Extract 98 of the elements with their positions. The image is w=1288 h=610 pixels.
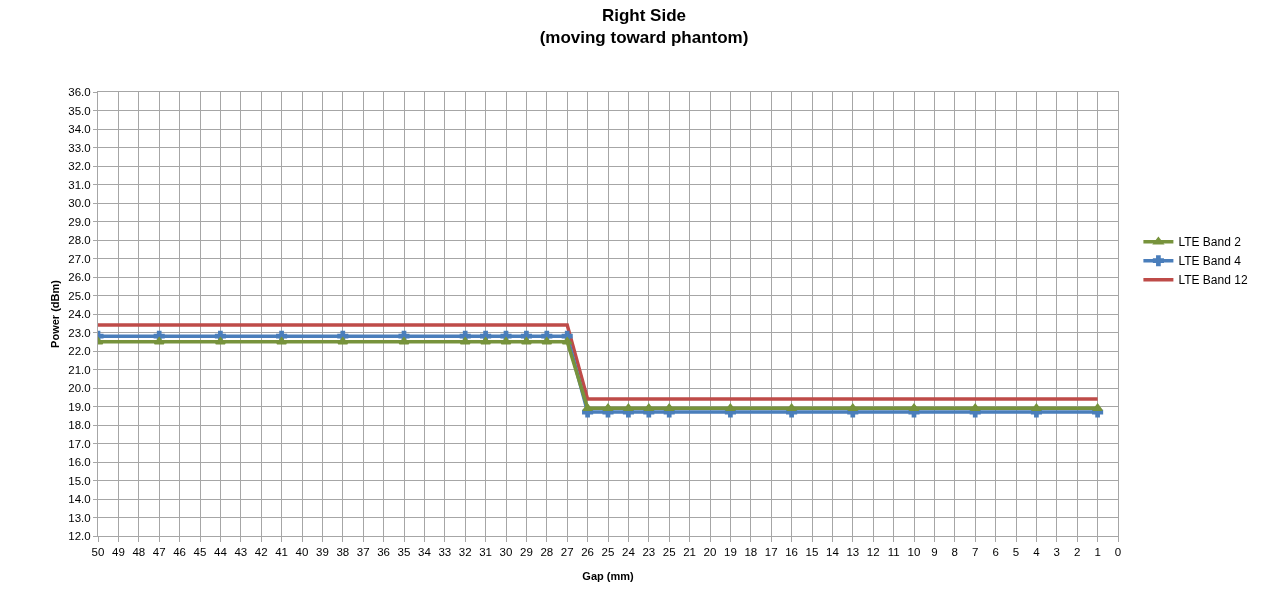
x-tick-label: 14 bbox=[826, 545, 840, 558]
x-tick-label: 48 bbox=[132, 545, 146, 558]
x-tick-label: 18 bbox=[744, 545, 758, 558]
x-tick-label: 20 bbox=[703, 545, 717, 558]
x-tick-label: 6 bbox=[992, 545, 999, 558]
x-tick-label: 10 bbox=[907, 545, 921, 558]
x-tick-label: 34 bbox=[418, 545, 432, 558]
point bbox=[215, 337, 226, 345]
x-tick-label: 35 bbox=[397, 545, 411, 558]
y-tick-label: 20.0 bbox=[68, 382, 91, 395]
y-tick-label: 30.0 bbox=[68, 197, 91, 210]
x-tick-label: 24 bbox=[622, 545, 636, 558]
x-tick-label: 46 bbox=[173, 545, 186, 558]
y-tick-label: 17.0 bbox=[68, 437, 91, 450]
x-tick-label: 32 bbox=[458, 545, 472, 558]
y-tick-label: 26.0 bbox=[68, 271, 91, 284]
point bbox=[480, 337, 491, 345]
legend-label: LTE Band 2 bbox=[1178, 235, 1242, 250]
y-tick-label: 33.0 bbox=[68, 141, 91, 154]
point bbox=[969, 403, 981, 412]
y-tick-label: 18.0 bbox=[68, 419, 91, 432]
point bbox=[725, 403, 736, 412]
y-tick-label: 19.0 bbox=[68, 400, 91, 413]
y-axis-title: Power (dBm) bbox=[48, 279, 61, 348]
x-tick-label: 25 bbox=[601, 545, 615, 558]
y-tick-label: 24.0 bbox=[68, 308, 91, 321]
x-tick-label: 5 bbox=[1012, 545, 1020, 558]
x-tick-label: 25 bbox=[662, 545, 676, 558]
x-tick-label: 12 bbox=[866, 545, 880, 558]
point bbox=[582, 403, 593, 412]
x-tick-label: 36 bbox=[377, 545, 390, 558]
y-tick-label: 27.0 bbox=[68, 252, 91, 265]
x-tick-label: 31 bbox=[479, 545, 492, 558]
x-axis-title: Gap (mm) bbox=[582, 570, 634, 582]
x-tick-label: 41 bbox=[275, 545, 288, 558]
y-tick-label: 29.0 bbox=[68, 215, 91, 228]
y-tick-label: 23.0 bbox=[68, 326, 91, 339]
y-tick-label: 22.0 bbox=[68, 345, 91, 358]
x-tick-label: 50 bbox=[91, 545, 105, 558]
x-tick-label: 7 bbox=[972, 545, 979, 558]
x-tick-label: 9 bbox=[931, 545, 938, 558]
x-tick-label: 45 bbox=[193, 545, 207, 558]
y-tick-label: 36.0 bbox=[68, 86, 91, 99]
point bbox=[1092, 403, 1103, 412]
x-tick-label: 16 bbox=[785, 545, 798, 558]
point bbox=[663, 403, 675, 412]
x-tick-label: 17 bbox=[764, 545, 778, 558]
point bbox=[908, 403, 920, 412]
legend-label: LTE Band 12 bbox=[1178, 273, 1248, 288]
x-tick-label: 38 bbox=[336, 545, 350, 558]
chart-title: Right Side (moving toward phantom) bbox=[539, 6, 749, 48]
point bbox=[521, 337, 532, 345]
x-tick-label: 2 bbox=[1074, 545, 1081, 558]
x-tick-label: 30 bbox=[499, 545, 513, 558]
x-tick-label: 47 bbox=[152, 545, 166, 558]
x-tick-label: 3 bbox=[1053, 545, 1060, 558]
x-tick-label: 43 bbox=[234, 545, 248, 558]
x-tick-label: 4 bbox=[1033, 545, 1041, 558]
x-tick-label: 42 bbox=[254, 545, 268, 558]
point bbox=[276, 337, 287, 345]
point bbox=[643, 403, 655, 412]
y-tick-label: 34.0 bbox=[68, 123, 91, 136]
x-tick-label: 44 bbox=[214, 545, 228, 558]
x-tick-label: 27 bbox=[560, 545, 574, 558]
y-tick-label: 35.0 bbox=[68, 104, 91, 117]
y-tick-label: 16.0 bbox=[68, 456, 91, 469]
x-tick-label: 40 bbox=[295, 545, 309, 558]
x-tick-label: 11 bbox=[887, 545, 900, 558]
y-tick-label: 31.0 bbox=[68, 178, 91, 191]
x-tick-label: 26 bbox=[581, 545, 594, 558]
y-tick-label: 28.0 bbox=[68, 234, 91, 247]
y-tick-label: 21.0 bbox=[68, 363, 91, 376]
x-tick-label: 0 bbox=[1114, 545, 1122, 558]
y-tick-label: 15.0 bbox=[68, 474, 91, 487]
y-tick-label: 32.0 bbox=[68, 160, 91, 173]
x-tick-label: 13 bbox=[846, 545, 860, 558]
point bbox=[847, 403, 859, 412]
y-tick-label: 25.0 bbox=[68, 289, 91, 302]
x-tick-label: 8 bbox=[951, 545, 958, 558]
y-tick-label: 13.0 bbox=[68, 511, 91, 524]
x-tick-label: 37 bbox=[356, 545, 370, 558]
x-tick-label: 49 bbox=[112, 545, 125, 558]
x-tick-label: 28 bbox=[540, 545, 554, 558]
y-tick-label: 12.0 bbox=[68, 530, 91, 543]
x-tick-label: 33 bbox=[438, 545, 452, 558]
x-tick-label: 23 bbox=[642, 545, 656, 558]
point bbox=[623, 403, 634, 412]
x-tick-label: 29 bbox=[520, 545, 533, 558]
point bbox=[786, 403, 797, 412]
x-tick-label: 15 bbox=[805, 545, 819, 558]
point bbox=[602, 403, 614, 412]
x-tick-label: 19 bbox=[724, 545, 737, 558]
x-tick-label: 39 bbox=[316, 545, 329, 558]
x-tick-label: 21 bbox=[683, 545, 696, 558]
legend-label: LTE Band 4 bbox=[1178, 254, 1242, 269]
point bbox=[1031, 403, 1042, 412]
y-tick-label: 14.0 bbox=[68, 493, 91, 506]
x-tick-label: 1 bbox=[1094, 545, 1101, 558]
